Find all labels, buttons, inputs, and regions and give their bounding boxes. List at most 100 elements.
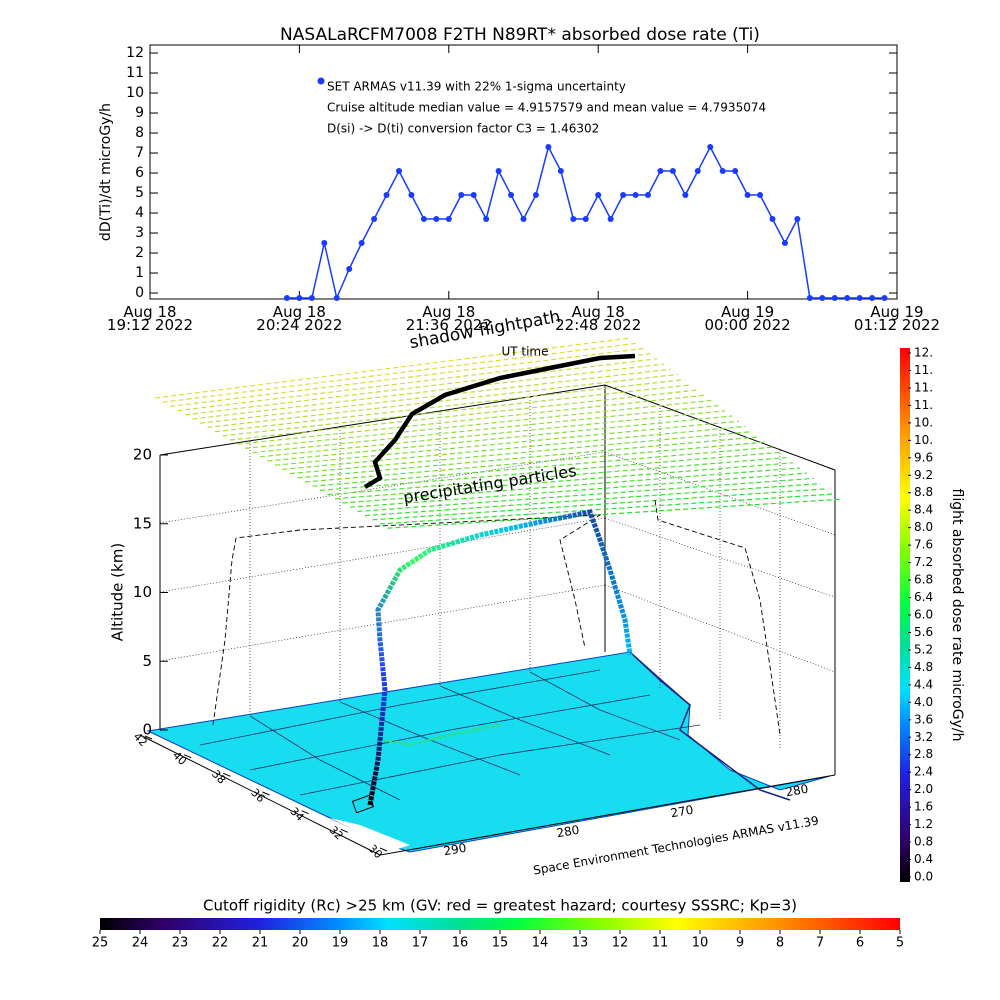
data-point: [645, 192, 651, 198]
x-tick-label: Aug 18 21:36 2022: [405, 303, 492, 334]
colorbar-tick-label: 0.0: [914, 870, 933, 884]
data-point: [396, 168, 402, 174]
data-point: [383, 192, 390, 198]
colorbar-tick-label: 6.8: [914, 573, 933, 587]
y-tick-label: 32: [327, 823, 346, 842]
particle-line: [312, 446, 773, 487]
colorbar-tick-label: 8.8: [914, 485, 933, 499]
z-axis-label: Altitude (km): [109, 543, 127, 641]
colorbar-tick-label: 22: [212, 936, 229, 951]
data-point: [620, 192, 627, 198]
particle-line: [357, 477, 814, 512]
y-axis-label: dD(Ti)/dt microGy/h: [98, 103, 114, 241]
x-tick-label: Aug 18 19:12 2022: [106, 303, 194, 334]
colorbar-tick-label: 1.6: [914, 800, 933, 814]
z-tick-label: 20: [133, 446, 152, 464]
colorbar-tick-label: 5.2: [914, 642, 933, 656]
colorbar-tick-label: 5.6: [914, 625, 933, 639]
colorbar-tick-label: 2.4: [914, 765, 933, 779]
data-point: [408, 192, 415, 198]
data-point: [856, 295, 863, 301]
y-tick-label: 9: [135, 105, 144, 121]
data-point: [757, 192, 764, 198]
data-point: [744, 192, 751, 198]
particle-line: [349, 472, 807, 508]
colorbar-tick-label: 18: [372, 936, 389, 951]
data-point: [545, 144, 552, 150]
particle-line: [319, 451, 780, 491]
z-tick-label: 15: [133, 514, 152, 532]
x-tick-label: 280: [784, 782, 809, 800]
y-tick-label: 8: [135, 125, 144, 141]
data-point: [358, 240, 365, 246]
colorbar-tick-label: 4.0: [914, 695, 933, 709]
x-tick-label: 270: [669, 803, 694, 821]
colorbar-tick-label: 7.2: [914, 555, 933, 569]
colorbar-tick-label: 6.0: [914, 608, 933, 622]
data-point: [607, 216, 614, 222]
box-edges: [139, 384, 836, 856]
y-tick-label: 2: [135, 245, 144, 261]
y-tick-label: 6: [135, 165, 144, 181]
particle-line: [259, 410, 726, 458]
colorbar: [100, 918, 900, 930]
annotation: precipitating particles: [402, 461, 578, 507]
legend-marker: [317, 77, 325, 85]
colorbar-tick-label: 9.6: [914, 450, 933, 464]
colorbar: [900, 348, 910, 882]
data-point: [308, 295, 315, 301]
colorbar-tick-label: 4.8: [914, 660, 933, 674]
y-tick-label: 34: [287, 805, 306, 824]
colorbar-tick-label: 10: [692, 936, 709, 951]
y-tick-label: 10: [126, 85, 144, 101]
x-tick-label: 280: [555, 823, 580, 841]
particle-line: [304, 441, 767, 483]
data-point: [296, 295, 303, 301]
map-white: [330, 818, 410, 850]
y-tick-label: 36: [248, 786, 267, 805]
annotation: SET ARMAS v11.39 with 22% 1-sigma uncert…: [327, 80, 626, 94]
particle-line: [192, 363, 665, 420]
colorbar-tick-label: 16: [452, 936, 469, 951]
x-tick-label: Aug 18 20:24 2022: [256, 303, 343, 334]
y-tick-label: 5: [135, 185, 144, 201]
colorbar-tick-label: 8: [776, 936, 784, 951]
particle-line: [334, 462, 794, 500]
data-point: [582, 216, 589, 222]
colorbar-tick-label: 2.0: [914, 782, 933, 796]
colorbar-tick-label: 8.4: [914, 503, 933, 517]
colorbar-tick-label: 11.: [914, 380, 933, 394]
colorbar-tick-label: 20: [292, 936, 309, 951]
colorbar-label: Cutoff rigidity (Rc) >25 km (GV: red = g…: [203, 897, 797, 915]
data-point: [682, 192, 689, 198]
wall-grid: [159, 397, 836, 750]
colorbar-tick-label: 0.4: [914, 852, 933, 866]
colorbar-tick-label: 3.2: [914, 730, 933, 744]
y-tick-label: 4: [135, 205, 144, 221]
y-tick-label: 12: [126, 45, 144, 61]
data-point: [420, 216, 427, 222]
particle-layer: [154, 337, 841, 529]
colorbar-tick-label: 1.2: [914, 817, 933, 831]
colorbar-tick-label: 25: [92, 936, 109, 951]
colorbar-tick-label: 23: [172, 936, 189, 951]
data-point: [595, 192, 602, 198]
y-tick: [223, 772, 231, 777]
particle-line: [289, 431, 753, 475]
colorbar-tick-label: 17: [412, 936, 429, 951]
y-tick-label: 1: [135, 265, 144, 281]
colorbar-tick-label: 6.4: [914, 590, 933, 604]
data-point: [333, 295, 340, 301]
colorbar-tick-label: 11.: [914, 363, 933, 377]
y-tick-label: 0: [135, 285, 144, 301]
start-box: [351, 794, 375, 814]
data-point: [819, 295, 826, 301]
particle-line: [274, 420, 739, 466]
data-point: [844, 295, 851, 301]
particle-line: [282, 425, 746, 470]
y-tick-label: 38: [209, 767, 228, 786]
particle-line: [372, 488, 828, 521]
y-tick: [144, 735, 153, 740]
